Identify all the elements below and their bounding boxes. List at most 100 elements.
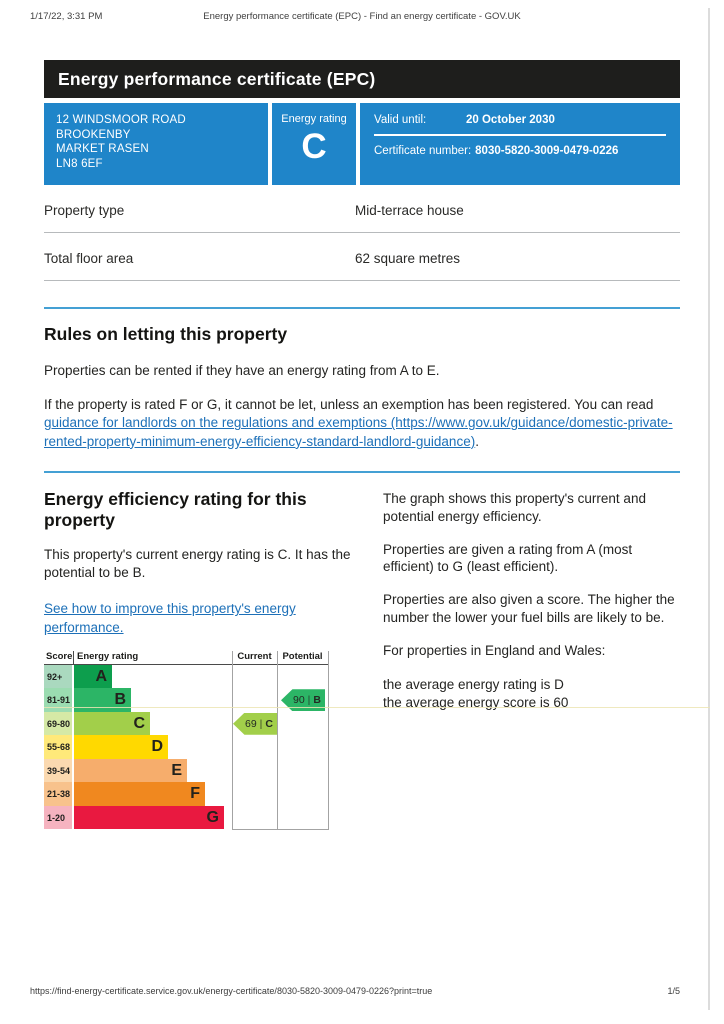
national-averages: the average energy rating is D the avera… bbox=[383, 676, 680, 712]
energy-rating-label: Energy rating bbox=[281, 113, 347, 125]
current-column-line bbox=[232, 650, 233, 830]
address-line-1: 12 WINDSMOOR ROAD bbox=[56, 114, 186, 126]
chart-band-row-f: 21-38 F bbox=[44, 782, 329, 806]
certificate-number-row: Certificate number: 8030-5820-3009-0479-0… bbox=[374, 145, 666, 157]
chart-header-current: Current bbox=[237, 650, 272, 662]
rating-explainer-3: Properties are also given a score. The h… bbox=[383, 592, 675, 625]
potential-letter: B bbox=[313, 694, 321, 707]
band-letter: B bbox=[114, 691, 126, 708]
floor-area-label: Total floor area bbox=[44, 251, 134, 266]
current-rating-pointer: 69 | C bbox=[233, 712, 277, 735]
pointer-separator: | bbox=[259, 717, 263, 730]
pointer-separator: | bbox=[307, 694, 311, 707]
band-bar-c: C bbox=[74, 711, 150, 736]
band-letter: A bbox=[95, 667, 107, 685]
valid-until-label: Valid until: bbox=[374, 114, 427, 126]
average-score-line: the average energy score is 60 bbox=[383, 694, 569, 710]
rating-explainer-4: For properties in England and Wales: bbox=[383, 642, 606, 658]
rating-intro: This property's current energy rating is… bbox=[44, 546, 351, 581]
rating-explainer-1: The graph shows this property's current … bbox=[383, 490, 646, 524]
certificate-number-value: 8030-5820-3009-0479-0226 bbox=[475, 145, 619, 157]
scan-line-artifact bbox=[44, 707, 710, 708]
property-type-label: Property type bbox=[44, 203, 125, 218]
rules-paragraph-1: Properties can be rented if they have an… bbox=[44, 363, 440, 378]
band-score-range: 81-91 bbox=[44, 688, 72, 712]
print-footer-url: https://find-energy-certificate.service.… bbox=[30, 986, 433, 996]
chart-band-row-g: 1-20 G bbox=[44, 805, 329, 830]
scan-edge-artifact bbox=[708, 8, 710, 1010]
band-letter: G bbox=[206, 808, 219, 826]
rules-paragraph-2: If the property is rated F or G, it cann… bbox=[44, 396, 680, 451]
band-letter: F bbox=[190, 785, 200, 802]
address-line-3: MARKET RASEN bbox=[56, 143, 149, 156]
print-datetime: 1/17/22, 3:31 PM bbox=[30, 11, 103, 22]
chart-band-row-c: 69-80 C bbox=[44, 711, 329, 736]
band-score-range: 69-80 bbox=[44, 711, 72, 736]
section-divider bbox=[44, 470, 680, 473]
address-line-2: BROOKENBY bbox=[56, 128, 131, 141]
chart-body: 92+ A 81-91 B 69-80 C 55-68 D 39-54 E 21-38 F 1-20 G bbox=[44, 664, 329, 830]
rating-heading: Energy efficiency rating for this proper… bbox=[44, 488, 307, 530]
energy-rating-value: C bbox=[301, 127, 327, 166]
potential-rating-pointer: 90 | B bbox=[281, 689, 325, 712]
chart-header-rating: Energy rating bbox=[77, 650, 139, 662]
property-address: 12 WINDSMOOR ROAD BROOKENBY MARKET RASEN… bbox=[44, 103, 268, 185]
chart-band-row-b: 81-91 B bbox=[44, 688, 329, 712]
current-letter: C bbox=[265, 717, 273, 730]
floor-area-row: Total floor area 62 square metres bbox=[44, 233, 680, 281]
band-bar-b: B bbox=[74, 688, 131, 712]
chart-header-score: Score bbox=[46, 650, 73, 662]
potential-score: 90 bbox=[292, 694, 305, 707]
print-page-number: 1/5 bbox=[667, 986, 680, 996]
rating-section: Energy efficiency rating for this proper… bbox=[44, 473, 680, 830]
band-letter: E bbox=[171, 761, 182, 779]
chart-header-divider bbox=[73, 650, 74, 665]
chart-band-row-e: 39-54 E bbox=[44, 758, 329, 783]
band-letter: D bbox=[151, 738, 163, 755]
chart-band-row-a: 92+ A bbox=[44, 664, 329, 689]
average-rating-line: the average energy rating is D bbox=[383, 676, 564, 692]
band-letter: C bbox=[133, 714, 145, 732]
chart-header: Score Energy rating Current Potential bbox=[44, 650, 329, 665]
validity-cell: Valid until: 20 October 2030 Certificate… bbox=[360, 103, 680, 185]
band-score-range: 21-38 bbox=[44, 782, 72, 806]
rules-paragraph-2-period: . bbox=[475, 433, 479, 449]
chart-bottom-line bbox=[232, 828, 329, 830]
rating-section-left: Energy efficiency rating for this proper… bbox=[44, 473, 366, 830]
improve-performance-link[interactable]: See how to improve this property's energ… bbox=[44, 601, 296, 635]
potential-column-line bbox=[277, 650, 278, 830]
epc-rating-chart: Score Energy rating Current Potential 92+ A 8… bbox=[44, 650, 329, 830]
certificate-title-banner: Energy performance certificate (EPC) bbox=[44, 60, 680, 98]
certificate-content: Energy performance certificate (EPC) 12 … bbox=[44, 60, 680, 830]
certificate-summary-box: 12 WINDSMOOR ROAD BROOKENBY MARKET RASEN… bbox=[44, 103, 680, 185]
print-page-title: Energy performance certificate (EPC) - F… bbox=[203, 11, 521, 22]
band-score-range: 55-68 bbox=[44, 735, 72, 759]
browser-print-header: 1/17/22, 3:31 PM Energy performance cert… bbox=[0, 11, 724, 22]
property-type-value: Mid-terrace house bbox=[355, 203, 464, 218]
band-score-range: 92+ bbox=[44, 664, 72, 689]
band-score-range: 39-54 bbox=[44, 758, 72, 783]
address-line-4: LN8 6EF bbox=[56, 158, 103, 171]
valid-until-row: Valid until: 20 October 2030 bbox=[374, 114, 666, 126]
band-bar-a: A bbox=[74, 664, 112, 689]
band-bar-d: D bbox=[74, 735, 168, 759]
valid-until-value: 20 October 2030 bbox=[466, 114, 555, 126]
energy-rating-cell: Energy rating C bbox=[272, 103, 356, 185]
band-bar-g: G bbox=[74, 805, 224, 830]
band-bar-f: F bbox=[74, 782, 205, 806]
rules-heading: Rules on letting this property bbox=[44, 324, 288, 344]
band-score-range: 1-20 bbox=[44, 805, 72, 830]
chart-right-edge-line bbox=[328, 650, 329, 830]
band-bar-e: E bbox=[74, 758, 187, 783]
rules-paragraph-2-text: If the property is rated F or G, it cann… bbox=[44, 397, 654, 413]
chart-header-potential: Potential bbox=[282, 650, 323, 662]
rating-section-right: The graph shows this property's current … bbox=[383, 473, 680, 830]
floor-area-value: 62 square metres bbox=[355, 251, 461, 266]
current-score: 69 bbox=[244, 717, 257, 730]
landlord-guidance-link[interactable]: guidance for landlords on the regulation… bbox=[44, 415, 673, 449]
property-type-row: Property type Mid-terrace house bbox=[44, 185, 680, 233]
rating-explainer-2: Properties are given a rating from A (mo… bbox=[383, 541, 633, 575]
certificate-number-label: Certificate number: bbox=[374, 145, 472, 157]
validity-divider bbox=[374, 134, 666, 136]
